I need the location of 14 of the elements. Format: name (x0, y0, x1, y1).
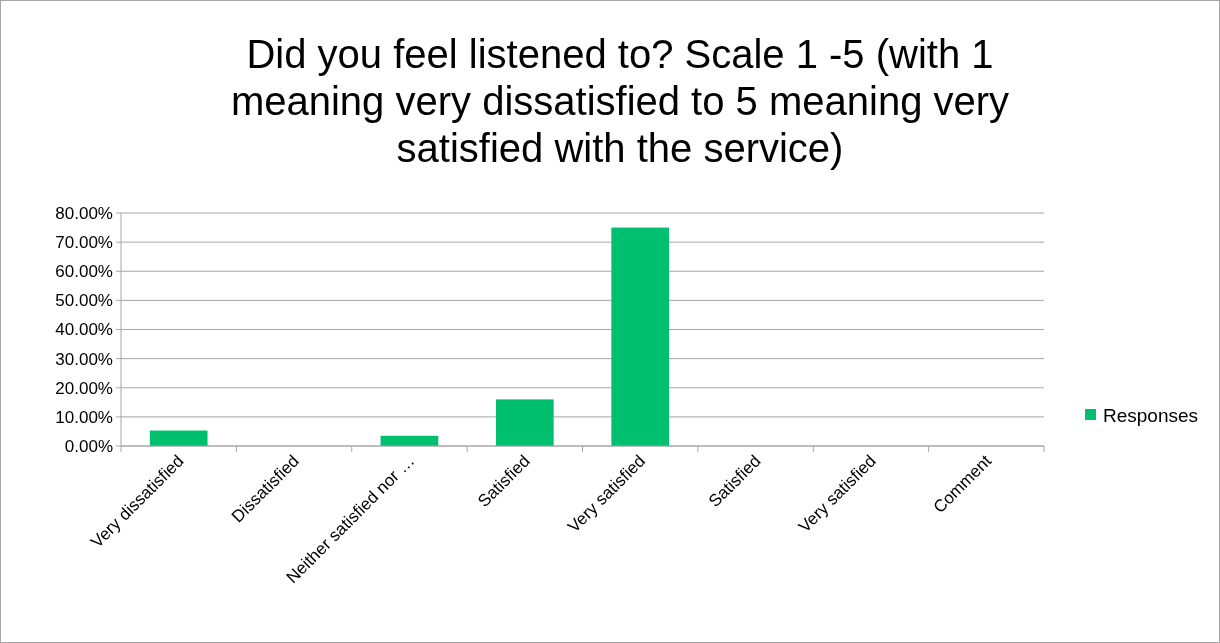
y-tick-label: 0.00% (64, 436, 113, 456)
y-tick-label: 20.00% (55, 378, 113, 398)
bar (611, 227, 670, 446)
legend-label: Responses (1103, 404, 1199, 426)
y-tick-label: 30.00% (55, 349, 113, 369)
y-tick-label: 40.00% (55, 320, 113, 340)
y-tick-label: 70.00% (55, 233, 113, 253)
y-tick-label: 60.00% (55, 262, 113, 282)
y-tick-label: 80.00% (55, 203, 113, 223)
y-tick-label: 50.00% (55, 291, 113, 311)
chart-title: Did you feel listened to? Scale 1 -5 (with 1 meaning very dissatisfied to 5 meaning very satisfied with the service) (230, 32, 1010, 170)
bar (149, 430, 208, 446)
bar (495, 399, 554, 446)
y-tick-label: 10.00% (55, 407, 113, 427)
